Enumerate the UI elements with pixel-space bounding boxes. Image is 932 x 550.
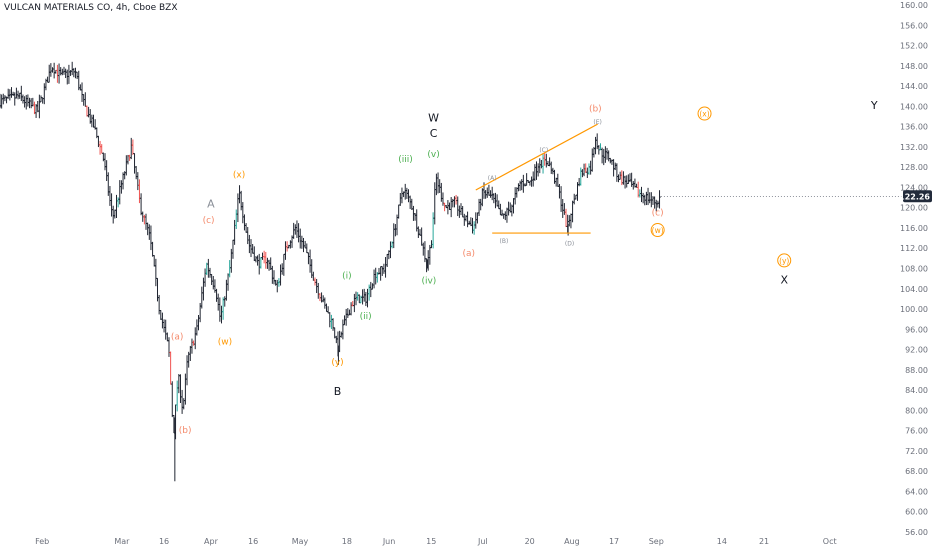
trendlines-layer bbox=[475, 123, 598, 234]
wave-label: (c) bbox=[203, 216, 215, 226]
x-tick-label: Jul bbox=[477, 537, 488, 546]
last-price-badge bbox=[903, 190, 932, 203]
wave-label: (b) bbox=[589, 104, 602, 114]
wave-label: (x) bbox=[699, 110, 709, 119]
wave-label: (w) bbox=[218, 337, 232, 347]
wave-label: (iv) bbox=[421, 277, 436, 287]
wave-label: (B) bbox=[500, 238, 509, 245]
y-tick-label: 148.00 bbox=[900, 62, 928, 71]
y-tick-label: 96.00 bbox=[905, 325, 928, 334]
wave-label-circle bbox=[650, 223, 665, 238]
y-tick-label: 76.00 bbox=[905, 427, 928, 436]
wave-label: (D) bbox=[565, 241, 574, 248]
y-tick-label: 112.00 bbox=[900, 244, 928, 253]
y-tick-label: 136.00 bbox=[900, 123, 928, 132]
price-bars-layer bbox=[0, 61, 661, 482]
wave-label: (ii) bbox=[360, 312, 372, 322]
time-axis[interactable]: Feb Mar 16 Apr 16 May 18 Jun 15 Jul 20 Aug 17 Sep 14 21… bbox=[35, 537, 837, 546]
wave-label: (y) bbox=[779, 256, 789, 265]
wave-label-circle bbox=[777, 253, 792, 268]
trendline-upper bbox=[475, 123, 598, 191]
wave-label: W bbox=[428, 112, 439, 125]
x-tick-label: 21 bbox=[759, 537, 769, 546]
wave-label: A bbox=[207, 198, 215, 211]
y-tick-label: 156.00 bbox=[900, 21, 928, 30]
wave-label: (c) bbox=[652, 208, 664, 218]
wave-label: (b) bbox=[179, 426, 192, 436]
wave-label: Y bbox=[870, 99, 878, 112]
y-tick-label: 88.00 bbox=[905, 366, 928, 375]
price-axis[interactable]: 160.00 156.00 152.00 148.00 144.00 140.00 136.… bbox=[900, 1, 928, 537]
wave-label: (w) bbox=[652, 226, 664, 235]
wave-label: (E) bbox=[593, 119, 601, 126]
wave-label: (iii) bbox=[398, 155, 413, 165]
y-tick-label: 80.00 bbox=[905, 406, 928, 415]
y-tick-label: 144.00 bbox=[900, 82, 928, 91]
wave-labels-layer: (a) (b) (c) (w) (x) (y) A B WC (i) (ii) (iii) (iv) (v… bbox=[171, 99, 878, 436]
wave-label: (A) bbox=[488, 175, 497, 182]
x-tick-label: Jun bbox=[382, 537, 396, 546]
x-tick-label: Feb bbox=[35, 537, 49, 546]
y-tick-label: 108.00 bbox=[900, 265, 928, 274]
x-tick-label: May bbox=[292, 537, 309, 546]
chart-title: VULCAN MATERIALS CO, 4h, Cboe BZX bbox=[4, 3, 178, 13]
wave-label: (a) bbox=[171, 332, 184, 342]
last-price-tag: 122.26 bbox=[660, 190, 932, 203]
x-tick-label: Oct bbox=[823, 537, 837, 546]
x-tick-label: 18 bbox=[342, 537, 352, 546]
y-tick-label: 84.00 bbox=[905, 386, 928, 395]
y-tick-label: 120.00 bbox=[900, 204, 928, 213]
wave-label: (v) bbox=[427, 150, 439, 160]
wave-label: C bbox=[430, 127, 438, 140]
last-price-label: 122.26 bbox=[899, 192, 930, 201]
y-tick-label: 128.00 bbox=[900, 163, 928, 172]
wave-label: (y) bbox=[331, 358, 343, 368]
y-tick-label: 92.00 bbox=[905, 346, 928, 355]
x-tick-label: 16 bbox=[159, 537, 169, 546]
wave-label: X bbox=[780, 274, 788, 287]
y-tick-label: 68.00 bbox=[905, 467, 928, 476]
x-tick-label: Aug bbox=[564, 537, 580, 546]
wave-label: (a) bbox=[462, 249, 475, 259]
y-tick-label: 104.00 bbox=[900, 285, 928, 294]
x-tick-label: 15 bbox=[426, 537, 436, 546]
wave-label-circle bbox=[697, 106, 712, 121]
x-tick-label: Mar bbox=[114, 537, 130, 546]
y-tick-label: 116.00 bbox=[900, 224, 928, 233]
x-tick-label: 20 bbox=[525, 537, 535, 546]
x-tick-label: 16 bbox=[248, 537, 258, 546]
y-tick-label: 60.00 bbox=[905, 508, 928, 517]
x-tick-label: Sep bbox=[649, 537, 664, 546]
y-tick-label: 152.00 bbox=[900, 42, 928, 51]
y-tick-label: 132.00 bbox=[900, 143, 928, 152]
wave-label: (C) bbox=[539, 147, 548, 154]
wave-label: B bbox=[334, 385, 342, 398]
wave-label: (x) bbox=[233, 170, 245, 180]
y-tick-label: 160.00 bbox=[900, 1, 928, 10]
x-tick-label: Apr bbox=[204, 537, 219, 546]
y-tick-label: 140.00 bbox=[900, 102, 928, 111]
y-tick-label: 100.00 bbox=[900, 305, 928, 314]
x-tick-label: 17 bbox=[609, 537, 619, 546]
x-tick-label: 14 bbox=[717, 537, 727, 546]
y-tick-label: 56.00 bbox=[905, 528, 928, 537]
y-tick-label: 64.00 bbox=[905, 487, 928, 496]
wave-label: (i) bbox=[342, 272, 352, 282]
y-tick-label: 124.00 bbox=[900, 183, 928, 192]
y-tick-label: 72.00 bbox=[905, 447, 928, 456]
